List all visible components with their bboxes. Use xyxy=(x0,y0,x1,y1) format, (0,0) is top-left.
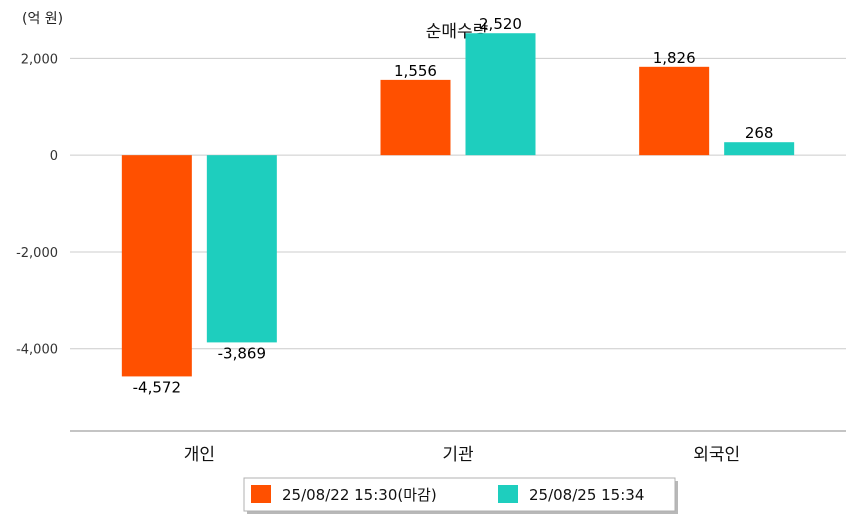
y-tick-label: 0 xyxy=(50,149,58,164)
legend-label: 25/08/22 15:30(마감) xyxy=(282,486,437,504)
x-tick-label: 외국인 xyxy=(693,445,740,465)
unit-label: (억 원) xyxy=(22,11,63,27)
gridlines xyxy=(70,57,846,350)
legend-label: 25/08/25 15:34 xyxy=(529,486,644,504)
bar xyxy=(724,142,795,156)
data-labels: -4,572 -3,869 1,556 2,520 1,826 268 xyxy=(133,15,774,396)
data-label: -3,869 xyxy=(218,344,266,362)
x-axis: 개인 기관 외국인 xyxy=(184,445,740,465)
y-tick-label: -2,000 xyxy=(16,246,58,261)
data-label: 2,520 xyxy=(479,15,522,33)
legend: 25/08/22 15:30(마감) 25/08/25 15:34 xyxy=(243,477,678,514)
legend-box xyxy=(243,477,676,512)
bar xyxy=(380,79,451,156)
data-label: -4,572 xyxy=(133,378,181,396)
legend-swatch xyxy=(498,485,518,503)
data-label: 1,556 xyxy=(394,62,437,80)
x-tick-label: 개인 xyxy=(184,445,215,465)
bar xyxy=(206,155,277,343)
bar xyxy=(121,155,192,377)
bar xyxy=(465,33,536,156)
y-tick-label: 2,000 xyxy=(21,52,58,67)
legend-swatch xyxy=(251,485,271,503)
x-tick-label: 기관 xyxy=(442,445,473,465)
y-axis: -4,000 -2,000 0 2,000 xyxy=(16,52,58,357)
bars xyxy=(121,33,795,377)
bar xyxy=(639,66,710,156)
y-tick-label: -4,000 xyxy=(16,343,58,358)
data-label: 268 xyxy=(745,124,774,142)
data-label: 1,826 xyxy=(653,49,696,67)
